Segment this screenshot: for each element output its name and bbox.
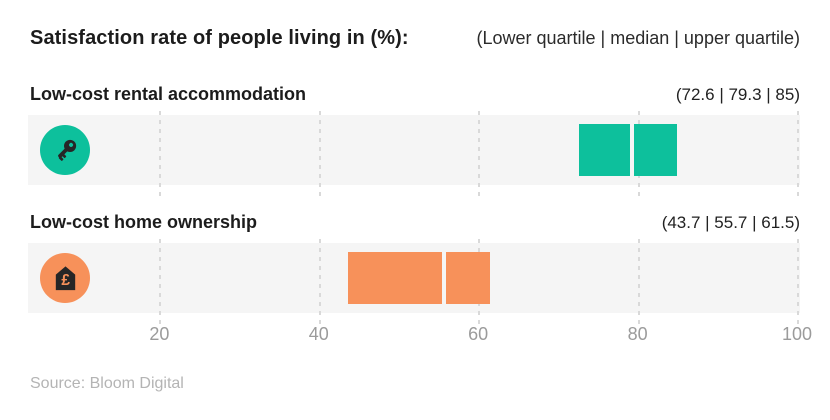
median-line (630, 124, 634, 176)
axis-tick-label: 40 (308, 324, 329, 344)
house-pound-icon: £ (55, 265, 75, 290)
quartile-range-bar (348, 252, 491, 304)
row-head: Low-cost rental accommodation (72.6 | 79… (30, 84, 800, 105)
axis-tick-label: 20 (149, 324, 170, 344)
median-line (441, 252, 446, 304)
row-icon-badge: £ (40, 253, 90, 303)
gridline (318, 239, 321, 325)
chart-title: Satisfaction rate of people living in (%… (30, 27, 409, 49)
row-quartile-values: (72.6 | 79.3 | 85) (675, 85, 800, 104)
row-quartile-values: (43.7 | 55.7 | 61.5) (661, 213, 800, 232)
row-head: Low-cost home ownership (43.7 | 55.7 | 6… (30, 212, 800, 233)
source-credit: Source: Bloom Digital (30, 375, 184, 392)
legend-note: (Lower quartile | median | upper quartil… (476, 28, 800, 48)
axis-tick-label: 60 (468, 324, 489, 344)
gridline (159, 239, 162, 325)
x-axis: 20 40 60 80 100 (0, 324, 830, 348)
gridline (318, 111, 321, 197)
row-label: Low-cost home ownership (30, 212, 258, 232)
axis-tick-label: 100 (781, 324, 813, 344)
axis-tick-label: 80 (627, 324, 648, 344)
row-label: Low-cost rental accommodation (30, 84, 307, 104)
gridline (159, 111, 162, 197)
quartile-range-bar (578, 124, 678, 176)
gridline (797, 111, 799, 197)
svg-text:£: £ (61, 271, 70, 288)
row-band (28, 111, 800, 197)
row-band: £ (28, 239, 800, 325)
gridline (637, 239, 640, 325)
chart-header: Satisfaction rate of people living in (%… (30, 27, 800, 50)
key-icon (57, 139, 76, 161)
gridline (797, 239, 799, 325)
row-icon-badge (40, 125, 90, 175)
gridline (478, 111, 481, 197)
